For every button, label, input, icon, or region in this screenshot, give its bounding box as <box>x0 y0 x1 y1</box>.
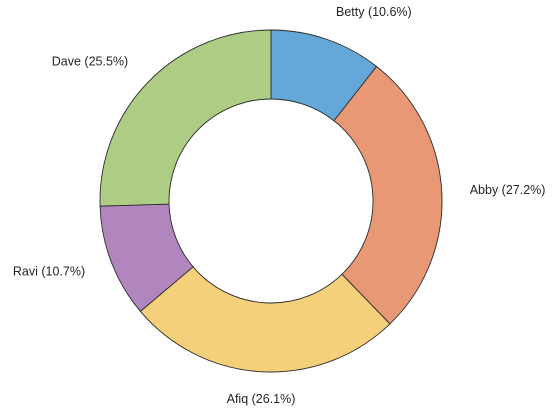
slices-layer <box>99 29 443 373</box>
slice-abby <box>333 65 443 325</box>
slice-label-ravi: Ravi (10.7%) <box>13 264 85 278</box>
slice-label-betty: Betty (10.6%) <box>336 5 412 19</box>
labels-layer: Betty (10.6%) Abby (27.2%) Afiq (26.1%) Rav… <box>13 5 546 406</box>
slice-afiq <box>139 266 391 373</box>
slice-dave <box>99 29 272 207</box>
slice-label-dave: Dave (25.5%) <box>52 55 128 69</box>
slice-label-afiq: Afiq (26.1%) <box>227 392 296 406</box>
slice-label-abby: Abby (27.2%) <box>470 183 546 197</box>
